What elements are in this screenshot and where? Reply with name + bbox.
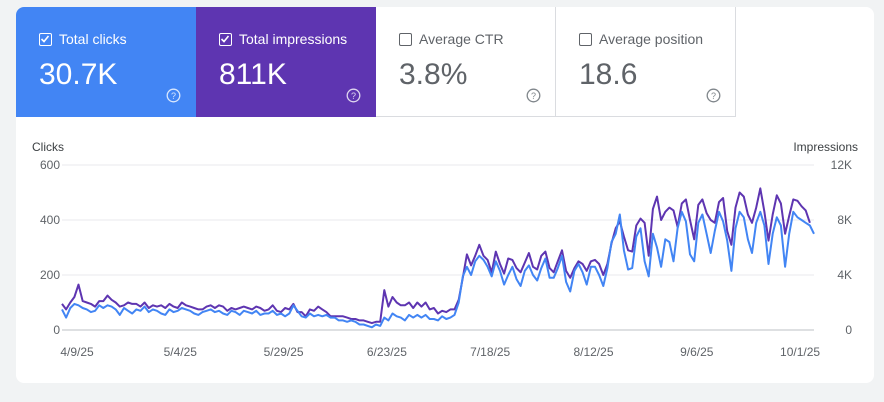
x-tick-label: 9/6/25 [680, 345, 714, 359]
tile-total-impressions[interactable]: Total impressions 811K ? [196, 7, 376, 117]
tile-total-clicks[interactable]: Total clicks 30.7K ? [16, 7, 196, 117]
tile-value: 3.8% [399, 58, 468, 91]
svg-text:?: ? [351, 91, 356, 101]
tile-label: Average CTR [419, 31, 504, 47]
help-circle-icon[interactable]: ? [706, 88, 721, 103]
performance-card: Clicks Impressions 0 200 400 600 0 4K 8K 12K 4/9… [16, 7, 874, 383]
y-right-tick-label: 0 [845, 323, 852, 337]
chart-ticks: 0 200 400 600 0 4K 8K 12K 4/9/25 5/4/25 5/29/25 6/2… [40, 158, 852, 359]
metric-tiles: Total clicks 30.7K ? Total impressions 8… [16, 7, 736, 117]
tile-value: 30.7K [39, 58, 118, 91]
y-right-tick-label: 8K [837, 213, 852, 227]
checkbox-checked-icon[interactable] [219, 33, 232, 46]
svg-text:?: ? [531, 91, 536, 101]
y-left-axis-title: Clicks [32, 140, 64, 154]
x-tick-label: 7/18/25 [470, 345, 510, 359]
tile-value: 811K [219, 58, 287, 91]
help-circle-icon[interactable]: ? [166, 88, 181, 103]
x-tick-label: 10/1/25 [780, 345, 820, 359]
help-circle-icon[interactable]: ? [346, 88, 361, 103]
y-left-tick-label: 600 [40, 158, 60, 172]
x-tick-label: 6/23/25 [367, 345, 407, 359]
impressions-series-line [61, 187, 811, 325]
y-right-tick-label: 4K [837, 268, 852, 282]
tile-average-position[interactable]: Average position 18.6 ? [556, 7, 736, 117]
tile-label: Total clicks [59, 31, 127, 47]
checkbox-unchecked-icon[interactable] [579, 33, 592, 46]
tile-average-ctr[interactable]: Average CTR 3.8% ? [376, 7, 556, 117]
tile-label: Total impressions [239, 31, 348, 47]
x-tick-label: 5/4/25 [164, 345, 198, 359]
svg-text:?: ? [171, 91, 176, 101]
y-left-tick-label: 400 [40, 213, 60, 227]
help-circle-icon[interactable]: ? [526, 88, 541, 103]
x-tick-label: 8/12/25 [573, 345, 613, 359]
checkbox-checked-icon[interactable] [39, 33, 52, 46]
y-left-tick-label: 200 [40, 268, 60, 282]
tile-value: 18.6 [579, 58, 638, 91]
y-left-tick-label: 0 [53, 323, 60, 337]
tile-label: Average position [599, 31, 704, 47]
x-tick-label: 4/9/25 [60, 345, 94, 359]
svg-text:?: ? [711, 91, 716, 101]
y-right-axis-title: Impressions [793, 140, 858, 154]
performance-chart: Clicks Impressions 0 200 400 600 0 4K 8K 12K 4/9… [32, 140, 858, 359]
y-right-tick-label: 12K [831, 158, 852, 172]
x-tick-label: 5/29/25 [264, 345, 304, 359]
chart-lines [61, 187, 815, 329]
checkbox-unchecked-icon[interactable] [399, 33, 412, 46]
chart-grid [62, 164, 814, 331]
clicks-series-line [61, 210, 815, 329]
